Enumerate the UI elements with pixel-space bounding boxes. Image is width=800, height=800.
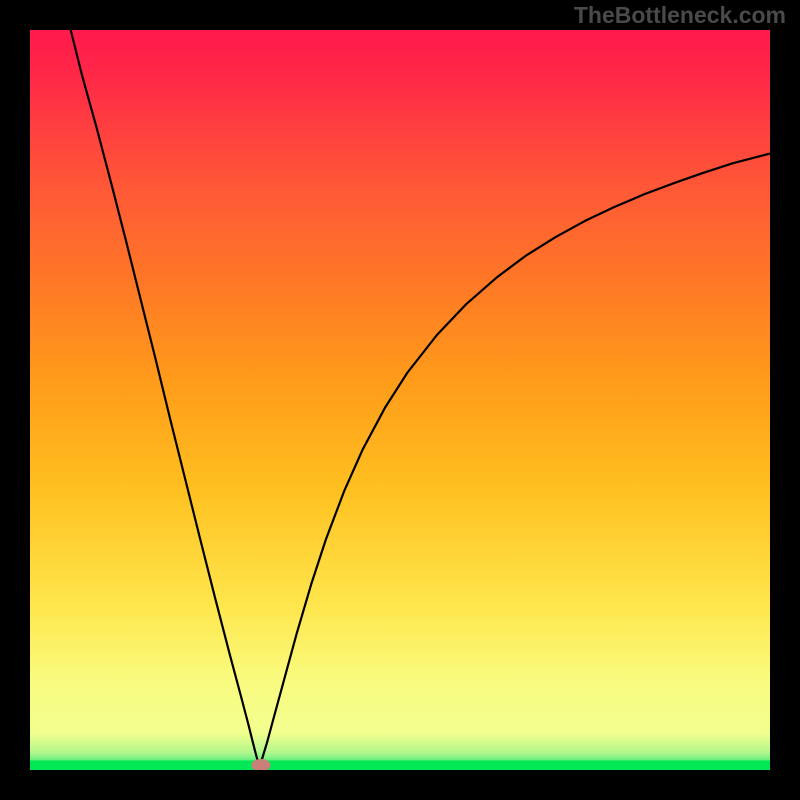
watermark-label: TheBottleneck.com [574,2,786,29]
chart-frame: TheBottleneck.com [0,0,800,800]
vertex-marker [251,759,270,772]
chart-svg [0,0,800,800]
gradient-background [30,30,770,770]
